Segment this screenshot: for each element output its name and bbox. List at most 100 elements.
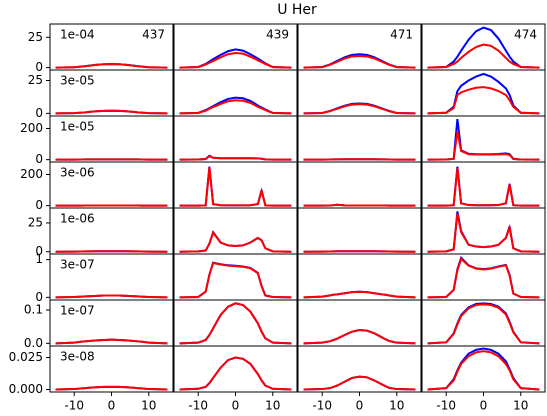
panel-frame (173, 161, 298, 209)
y-tick-label: 0 (35, 152, 43, 166)
series-line (55, 385, 168, 391)
x-tick-label: 10 (141, 399, 156, 413)
series-line (427, 350, 540, 391)
column-label: 437 (142, 28, 165, 42)
series-line (303, 103, 416, 115)
series-line (427, 303, 540, 345)
column-label: 474 (514, 28, 537, 42)
x-tick-label: 10 (265, 399, 280, 413)
x-tick-label: 0 (480, 399, 488, 413)
series-line (179, 261, 292, 299)
x-tick-label: -10 (188, 399, 208, 413)
row-label: 1e-05 (60, 120, 95, 134)
panel-frame (297, 115, 422, 163)
series-line (427, 166, 540, 207)
series-line (303, 328, 416, 345)
panel-frame (421, 161, 546, 209)
y-tick-label: 0 (35, 290, 43, 304)
row-label: 1e-06 (60, 212, 95, 226)
y-tick-label: 25 (28, 215, 43, 229)
series-line (55, 338, 168, 345)
series-line (55, 63, 168, 69)
panel-frame (297, 299, 422, 347)
x-tick-label: 0 (356, 399, 364, 413)
panel-frame (173, 207, 298, 255)
series-line (427, 86, 540, 115)
series-line (303, 375, 416, 391)
x-tick-label: -10 (312, 399, 332, 413)
series-line (179, 356, 292, 391)
series-line (303, 54, 416, 69)
panel-frame (421, 253, 546, 301)
panel-frame (421, 69, 546, 117)
series-line (427, 72, 540, 115)
panel-frame (173, 299, 298, 347)
series-line (427, 26, 540, 69)
y-tick-label: 0.0 (24, 336, 43, 350)
y-tick-label: 0.000 (9, 382, 43, 396)
y-tick-label: 0 (35, 198, 43, 212)
y-tick-label: 1 (35, 252, 43, 266)
series-line (179, 230, 292, 253)
column-label: 439 (266, 28, 289, 42)
chart-title: U Her (277, 2, 317, 18)
series-line (427, 255, 540, 299)
panel-frame (297, 161, 422, 209)
panel-frame (421, 299, 546, 347)
series-line (427, 211, 540, 253)
row-label: 3e-06 (60, 166, 95, 180)
x-tick-label: -10 (436, 399, 456, 413)
series-line (179, 302, 292, 345)
series-line (179, 155, 292, 161)
row-label: 3e-08 (60, 350, 95, 364)
panel-frame (297, 207, 422, 255)
y-tick-label: 0 (35, 106, 43, 120)
column-label: 471 (390, 28, 413, 42)
panel-frame (173, 69, 298, 117)
x-tick-label: 10 (389, 399, 404, 413)
y-tick-label: 0 (35, 244, 43, 258)
series-line (179, 166, 292, 207)
panel-frame (173, 115, 298, 163)
series-line (179, 52, 292, 69)
panel-frame (173, 345, 298, 393)
y-tick-label: 0.1 (24, 303, 43, 317)
series-line (427, 257, 540, 299)
series-line (179, 261, 292, 299)
series-line (303, 328, 416, 345)
y-tick-label: 25 (28, 73, 43, 87)
y-tick-label: 0.025 (9, 350, 43, 364)
series-line (427, 213, 540, 253)
series-line (427, 168, 540, 207)
panel-frame (173, 253, 298, 301)
x-tick-label: 0 (232, 399, 240, 413)
x-tick-label: -10 (64, 399, 84, 413)
series-line (55, 294, 168, 299)
series-line (303, 375, 416, 391)
series-line (179, 229, 292, 253)
series-line (179, 302, 292, 345)
y-tick-label: 200 (20, 167, 43, 181)
y-tick-label: 200 (20, 121, 43, 135)
row-label: 3e-05 (60, 74, 95, 88)
row-label: 1e-04 (60, 28, 95, 42)
panel-frame (421, 345, 546, 393)
panel-frame (297, 69, 422, 117)
y-tick-label: 0 (35, 60, 43, 74)
row-label: 1e-07 (60, 304, 95, 318)
panel-frame (297, 345, 422, 393)
series-line (179, 356, 292, 391)
series-line (427, 43, 540, 69)
y-tick-label: 25 (28, 30, 43, 44)
x-tick-label: 0 (108, 399, 116, 413)
panel-frame (297, 253, 422, 301)
series-line (427, 131, 540, 161)
series-line (179, 99, 292, 115)
series-line (427, 302, 540, 345)
series-line (303, 203, 416, 207)
series-line (55, 109, 168, 115)
series-line (303, 290, 416, 299)
row-label: 3e-07 (60, 258, 95, 272)
x-tick-label: 10 (513, 399, 528, 413)
